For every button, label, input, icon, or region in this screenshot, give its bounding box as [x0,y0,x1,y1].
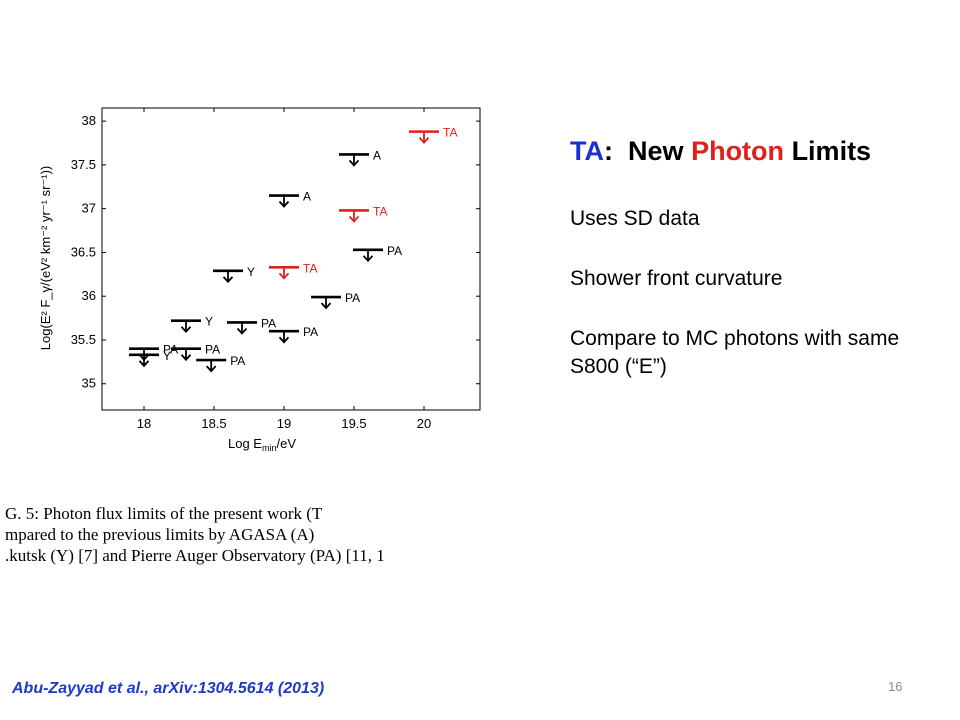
slide-title: TA: New Photon Limits [570,136,871,167]
limit-marker-pa: PA [171,343,220,362]
bullet-list: Uses SD data Shower front curvature Comp… [570,205,940,413]
title-ta: TA [570,136,604,166]
caption-line: mpared to the previous limits by AGASA (… [5,525,315,544]
y-axis-ticks: 35 35.5 36 36.5 37 37.5 38 [71,113,480,391]
limit-marker-ta: TA [269,261,317,280]
photon-limits-chart: 35 35.5 36 36.5 37 37.5 38 18 18.5 19 19.5 20 TA TA… [38,107,481,453]
title-limits: Limits [791,136,872,166]
point-label: PA [387,244,402,258]
point-label: Y [163,349,171,363]
x-axis-label: Log Emin/eV [228,436,296,453]
y-tick-label: 36 [82,288,96,303]
point-label: A [303,190,311,204]
limit-arrow-head [138,354,150,362]
x-tick-label: 18 [137,416,151,431]
limit-arrow-head [278,200,290,208]
y-tick-label: 38 [82,113,96,128]
title-colon: : [604,136,613,166]
limit-marker-pa: PA [353,244,402,263]
limit-marker-pa: PA [196,354,245,373]
limit-arrow-head [320,302,332,310]
limit-arrow-head [236,327,248,335]
y-tick-label: 37.5 [71,157,96,172]
limit-arrow-head [362,255,374,263]
point-label: PA [345,291,360,305]
limit-marker-a: A [269,190,311,208]
x-tick-label: 19.5 [341,416,366,431]
limit-marker-y: Y [213,265,255,284]
limit-arrow-head [278,272,290,280]
limit-arrow-head [278,336,290,344]
limit-marker-pa: PA [129,343,178,362]
point-label: Y [205,315,213,329]
limit-marker-y: Y [171,315,213,334]
point-label: PA [205,343,220,357]
page-number: 16 [888,679,903,694]
y-axis-label: Log(E² F_γ/(eV² km⁻² yr⁻¹ sr⁻¹)) [38,166,53,351]
caption-line: .kutsk (Y) [7] and Pierre Auger Observat… [5,546,385,565]
limit-arrow-head [180,326,192,334]
limit-arrow-head [222,276,234,284]
limit-arrow-head [348,159,360,167]
point-label: TA [303,261,317,275]
title-new: New [628,136,684,166]
plot-frame [101,107,481,411]
point-label: A [373,148,381,162]
bullet-item: Uses SD data [570,207,700,230]
x-axis-label-tail: /eV [276,436,296,451]
point-label: Y [247,265,255,279]
point-label: PA [303,325,318,339]
x-axis-ticks: 18 18.5 19 19.5 20 [137,108,431,431]
limit-marker-pa: PA [269,325,318,344]
x-tick-label: 18.5 [201,416,226,431]
point-label: TA [443,126,457,140]
limit-arrow-head [180,354,192,362]
x-tick-label: 20 [417,416,431,431]
figure-caption: G. 5: Photon flux limits of the present … [5,503,483,566]
point-label: PA [163,343,178,357]
limit-arrow-head [138,360,150,368]
limit-marker-pa: PA [227,316,276,335]
caption-line: G. 5: Photon flux limits of the present … [5,504,323,523]
bullet-item: Compare to MC photons with same S800 (“E… [570,327,900,378]
limit-marker-ta: TA [409,126,457,144]
y-tick-label: 37 [82,201,96,216]
point-label: TA [373,204,387,218]
citation: Abu-Zayyad et al., arXiv:1304.5614 (2013… [12,680,325,697]
bullet-item: Shower front curvature [570,267,783,290]
point-label: PA [230,354,245,368]
x-tick-label: 19 [277,416,291,431]
y-tick-label: 36.5 [71,244,96,259]
limit-arrow-head [418,137,430,144]
y-tick-label: 35 [82,376,96,391]
y-tick-label: 35.5 [71,332,96,347]
x-axis-label-main: Log E [228,436,262,451]
limit-arrow-head [348,215,360,223]
point-label: PA [261,316,276,330]
limit-marker-pa: PA [311,291,360,310]
limit-marker-ta: TA [339,204,387,223]
limit-arrow-head [206,365,217,373]
x-axis-label-sub: min [262,443,277,453]
limit-marker-a: A [339,148,381,167]
title-photon: Photon [691,136,785,166]
